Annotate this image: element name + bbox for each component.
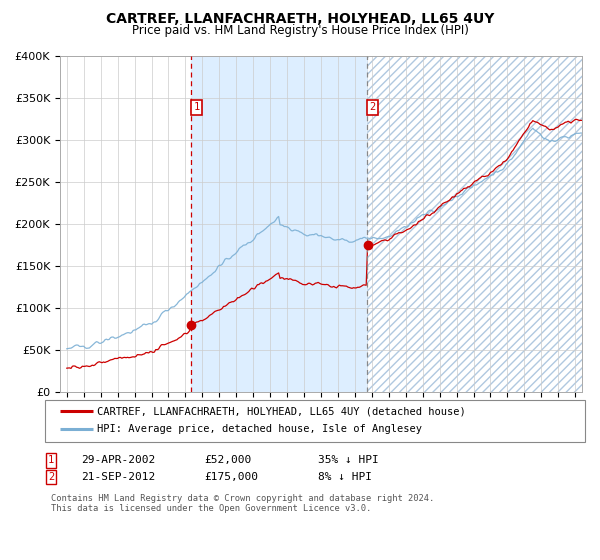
Text: 2: 2 [48,472,54,482]
Text: 35% ↓ HPI: 35% ↓ HPI [318,455,379,465]
Bar [367,56,600,392]
Bar [367,56,600,392]
Text: £52,000: £52,000 [204,455,251,465]
Bar [191,56,367,392]
Text: Price paid vs. HM Land Registry's House Price Index (HPI): Price paid vs. HM Land Registry's House … [131,24,469,37]
Text: CARTREF, LLANFACHRAETH, HOLYHEAD, LL65 4UY: CARTREF, LLANFACHRAETH, HOLYHEAD, LL65 4… [106,12,494,26]
Bar [60,56,191,392]
Text: 29-APR-2002: 29-APR-2002 [81,455,155,465]
Text: 2: 2 [370,102,376,112]
Text: 1: 1 [48,455,54,465]
Text: CARTREF, LLANFACHRAETH, HOLYHEAD, LL65 4UY (detached house): CARTREF, LLANFACHRAETH, HOLYHEAD, LL65 4… [97,407,466,416]
Text: 21-SEP-2012: 21-SEP-2012 [81,472,155,482]
Text: Contains HM Land Registry data © Crown copyright and database right 2024.
This d: Contains HM Land Registry data © Crown c… [51,494,434,514]
Text: 8% ↓ HPI: 8% ↓ HPI [318,472,372,482]
Text: HPI: Average price, detached house, Isle of Anglesey: HPI: Average price, detached house, Isle… [97,424,422,433]
Text: 1: 1 [193,102,200,112]
Text: £175,000: £175,000 [204,472,258,482]
